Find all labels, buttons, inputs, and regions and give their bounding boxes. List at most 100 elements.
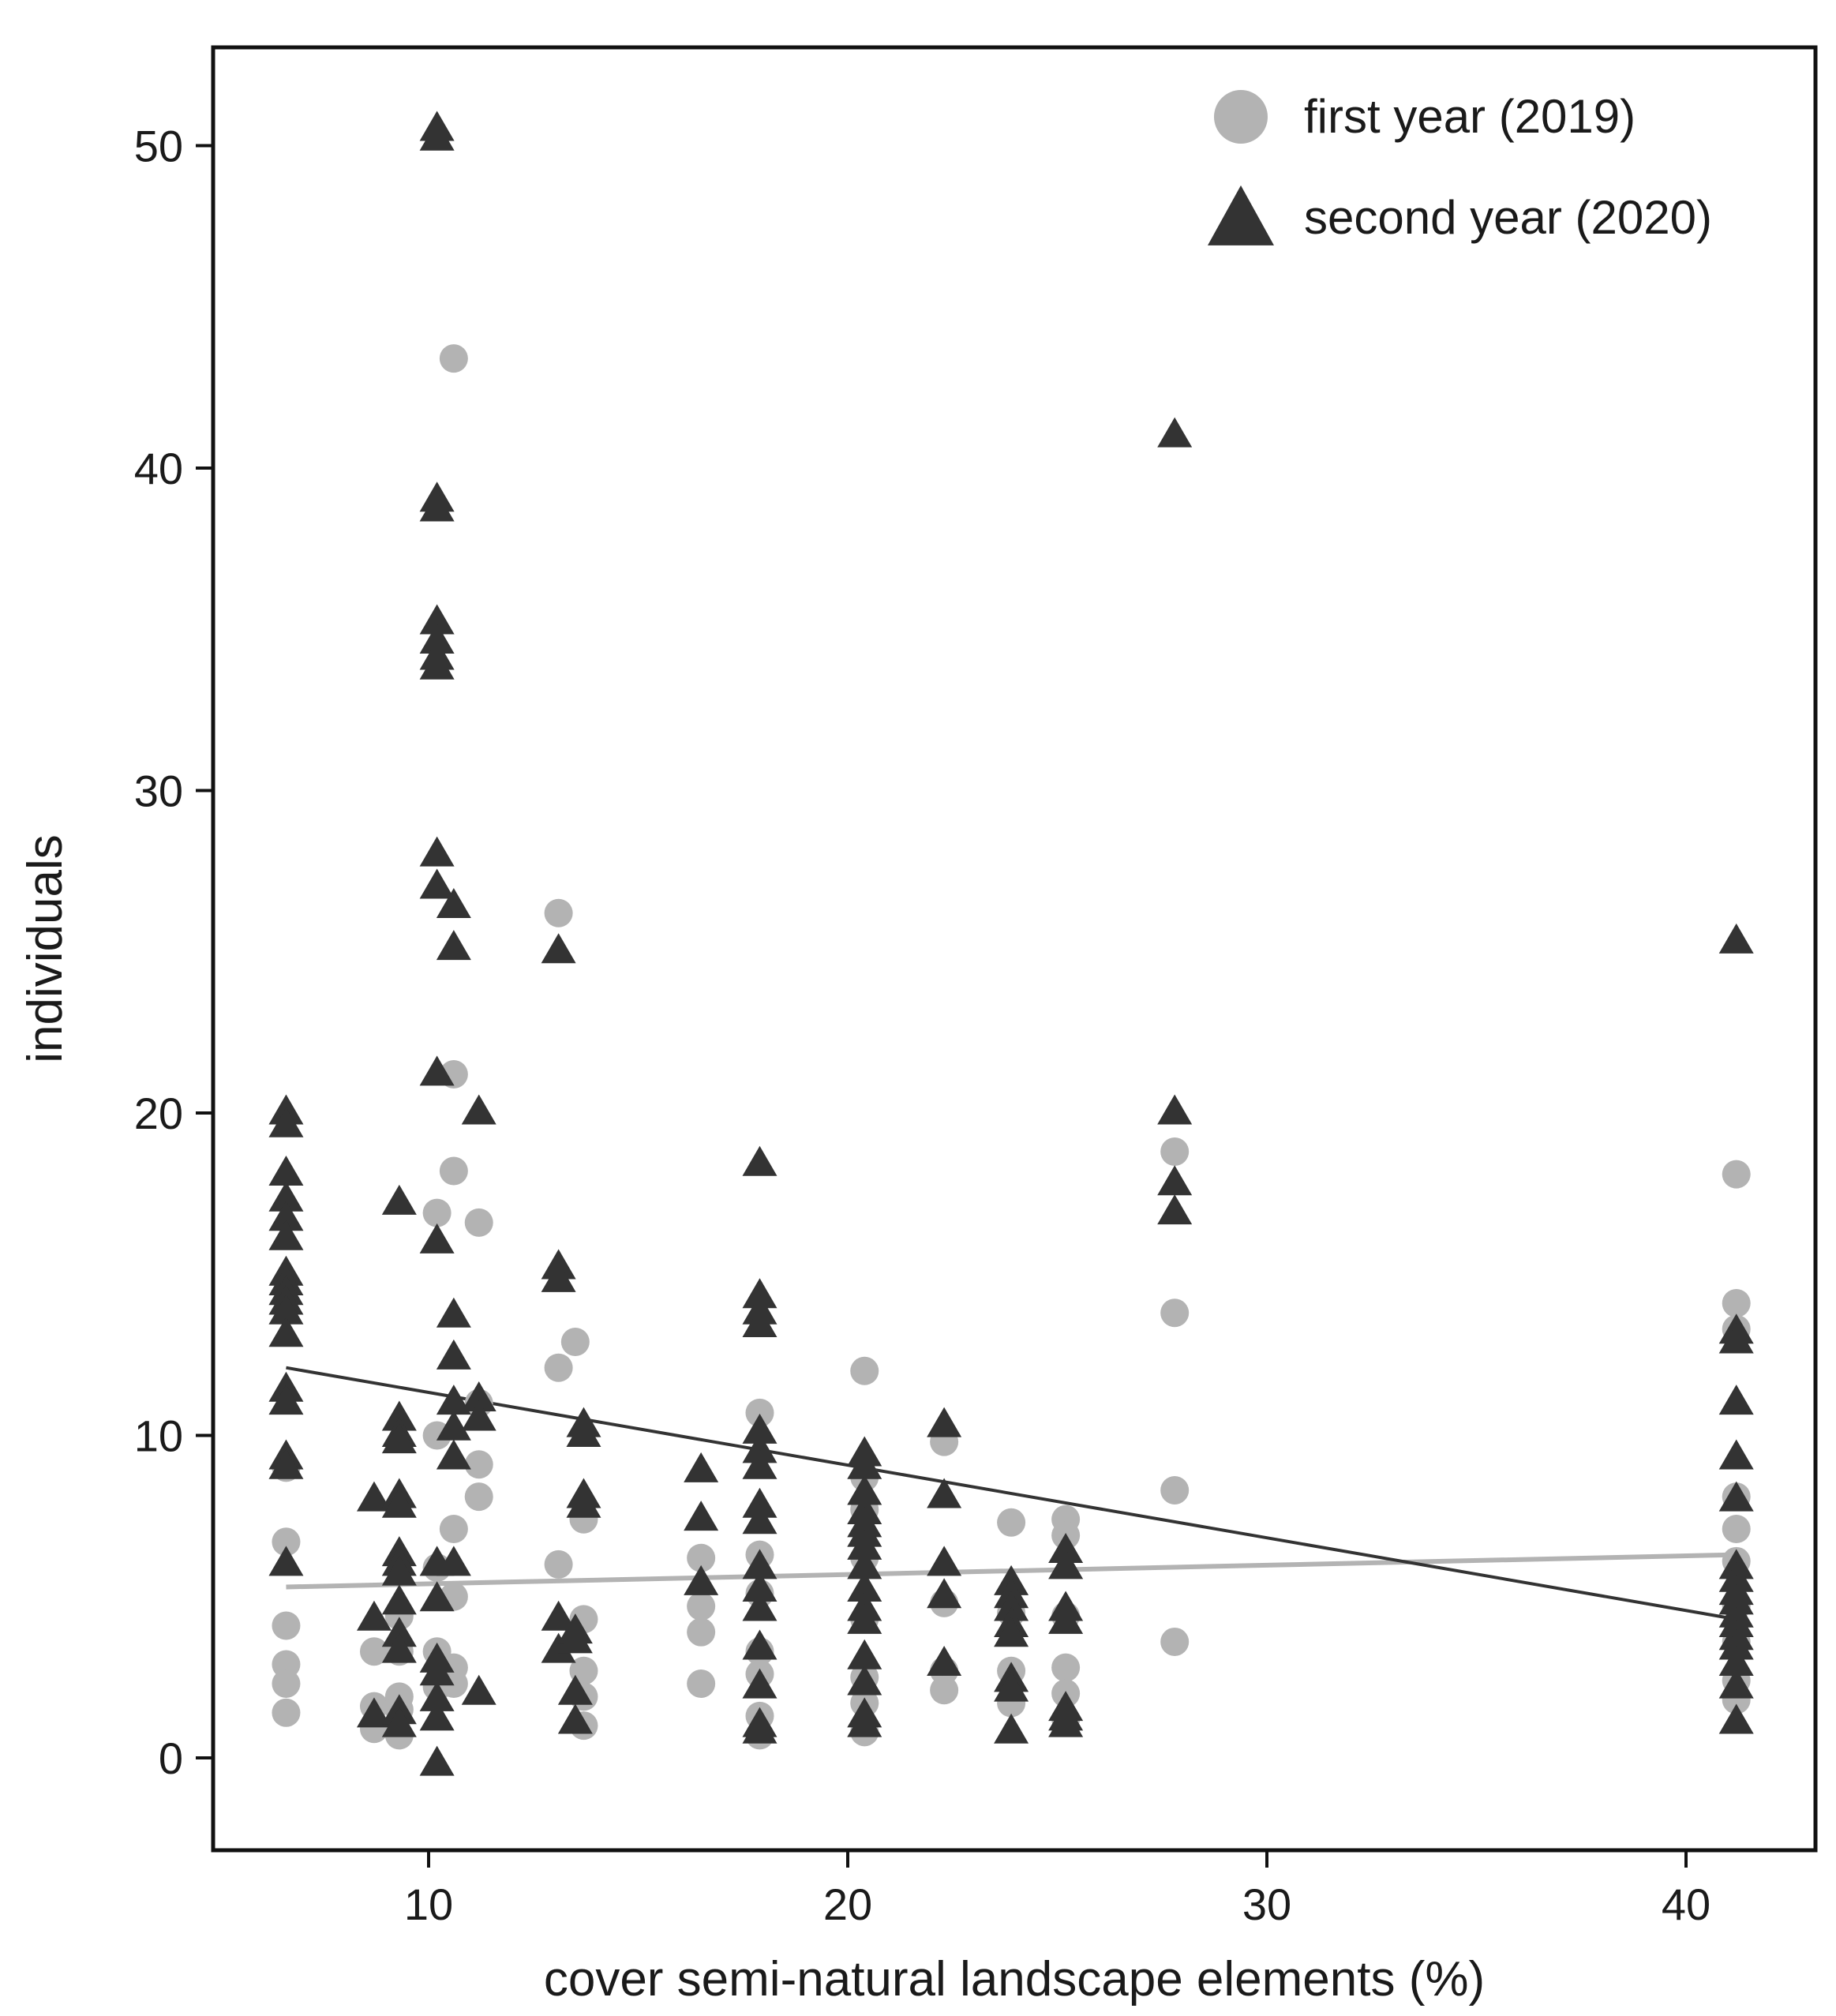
series-first-year-points xyxy=(272,344,1751,1750)
data-point-circle xyxy=(464,1482,493,1512)
data-point-triangle xyxy=(742,1572,777,1602)
data-point-triangle xyxy=(927,1407,962,1437)
data-point-triangle xyxy=(461,1381,496,1412)
data-point-triangle xyxy=(1718,1481,1754,1512)
data-point-triangle xyxy=(268,1156,304,1186)
data-point-circle xyxy=(687,1592,716,1621)
data-point-triangle xyxy=(1048,1533,1084,1563)
data-point-triangle xyxy=(1718,1668,1754,1699)
y-tick-label: 20 xyxy=(134,1089,183,1138)
data-point-triangle xyxy=(1157,417,1193,448)
data-point-triangle xyxy=(461,1094,496,1125)
x-tick-label: 40 xyxy=(1662,1879,1710,1929)
data-point-triangle xyxy=(742,1549,777,1579)
data-point-triangle xyxy=(381,1584,417,1615)
data-point-triangle xyxy=(268,1385,304,1415)
data-point-triangle xyxy=(994,1671,1029,1702)
data-point-triangle xyxy=(541,1261,576,1292)
data-point-triangle xyxy=(436,1297,471,1328)
data-point-circle xyxy=(1160,1475,1190,1505)
data-point-triangle xyxy=(742,1278,777,1309)
data-point-triangle xyxy=(847,1549,882,1579)
data-point-triangle xyxy=(1048,1707,1084,1737)
data-point-triangle xyxy=(419,624,455,654)
data-point-circle xyxy=(439,344,468,373)
data-point-triangle xyxy=(742,1629,777,1660)
data-point-triangle xyxy=(419,868,455,899)
data-point-triangle xyxy=(1048,1549,1084,1579)
data-point-triangle xyxy=(742,1668,777,1699)
data-point-circle xyxy=(272,1669,301,1699)
data-point-triangle xyxy=(994,1713,1029,1744)
data-point-triangle xyxy=(742,1504,777,1534)
legend-label-second-year: second year (2020) xyxy=(1304,191,1712,244)
data-point-triangle xyxy=(268,1294,304,1325)
trend-line-second-year xyxy=(286,1366,1737,1621)
data-point-triangle xyxy=(356,1600,392,1631)
data-point-triangle xyxy=(1048,1603,1084,1634)
y-axis-title: individuals xyxy=(18,834,73,1063)
data-point-triangle xyxy=(381,1400,417,1431)
data-point-triangle xyxy=(847,1572,882,1602)
y-tick-label: 0 xyxy=(159,1733,183,1783)
data-point-triangle xyxy=(742,1448,777,1479)
data-point-triangle xyxy=(847,1603,882,1634)
data-point-triangle xyxy=(419,1223,455,1253)
data-point-triangle xyxy=(1718,923,1754,954)
legend-triangle-marker xyxy=(1208,185,1274,245)
data-point-triangle xyxy=(419,491,455,522)
data-point-triangle xyxy=(742,1145,777,1176)
data-point-triangle xyxy=(847,1707,882,1737)
data-point-triangle xyxy=(419,1581,455,1612)
data-point-triangle xyxy=(268,1220,304,1250)
data-point-circle xyxy=(544,898,573,927)
x-axis-title: cover semi-natural landscape elements (%… xyxy=(544,1952,1485,2007)
data-point-triangle xyxy=(557,1623,593,1654)
data-point-triangle xyxy=(927,1478,962,1508)
data-point-circle xyxy=(1160,1627,1190,1656)
data-point-triangle xyxy=(847,1665,882,1696)
data-point-circle xyxy=(850,1356,879,1385)
data-point-triangle xyxy=(436,1385,471,1415)
data-point-triangle xyxy=(268,1448,304,1479)
legend-circle-marker xyxy=(1214,90,1268,144)
y-tick-label: 50 xyxy=(134,122,183,171)
data-point-triangle xyxy=(419,604,455,635)
legend-label-first-year: first year (2019) xyxy=(1304,90,1636,143)
data-point-triangle xyxy=(436,1439,471,1470)
data-point-triangle xyxy=(268,1107,304,1137)
y-tick-label: 30 xyxy=(134,766,183,816)
data-point-triangle xyxy=(419,1745,455,1776)
data-point-circle xyxy=(930,1676,959,1705)
data-point-triangle xyxy=(436,1339,471,1370)
x-tick-label: 10 xyxy=(404,1879,453,1929)
data-point-triangle xyxy=(1718,1703,1754,1734)
data-point-circle xyxy=(1160,1137,1190,1167)
data-point-triangle xyxy=(847,1639,882,1669)
data-point-triangle xyxy=(436,1546,471,1576)
data-point-triangle xyxy=(381,1184,417,1215)
data-point-triangle xyxy=(268,1546,304,1576)
data-point-circle xyxy=(1722,1160,1751,1189)
data-point-triangle xyxy=(742,1433,777,1463)
data-point-triangle xyxy=(381,1487,417,1518)
data-point-triangle xyxy=(419,1681,455,1711)
data-point-triangle xyxy=(557,1703,593,1734)
data-point-triangle xyxy=(381,1707,417,1737)
data-point-triangle xyxy=(1718,1323,1754,1354)
data-point-circle xyxy=(687,1617,716,1647)
data-point-triangle xyxy=(847,1448,882,1479)
data-point-triangle xyxy=(742,1713,777,1744)
data-point-triangle xyxy=(557,1674,593,1705)
plot-frame xyxy=(211,45,1818,1853)
data-point-triangle xyxy=(419,649,455,680)
data-point-triangle xyxy=(742,1487,777,1518)
data-point-circle xyxy=(997,1508,1026,1537)
data-point-triangle xyxy=(436,930,471,961)
data-point-triangle xyxy=(1718,1439,1754,1470)
data-point-triangle xyxy=(927,1645,962,1676)
data-point-triangle xyxy=(1718,1385,1754,1415)
data-point-circle xyxy=(464,1208,493,1237)
data-point-triangle xyxy=(381,1423,417,1454)
data-point-circle xyxy=(272,1527,301,1557)
